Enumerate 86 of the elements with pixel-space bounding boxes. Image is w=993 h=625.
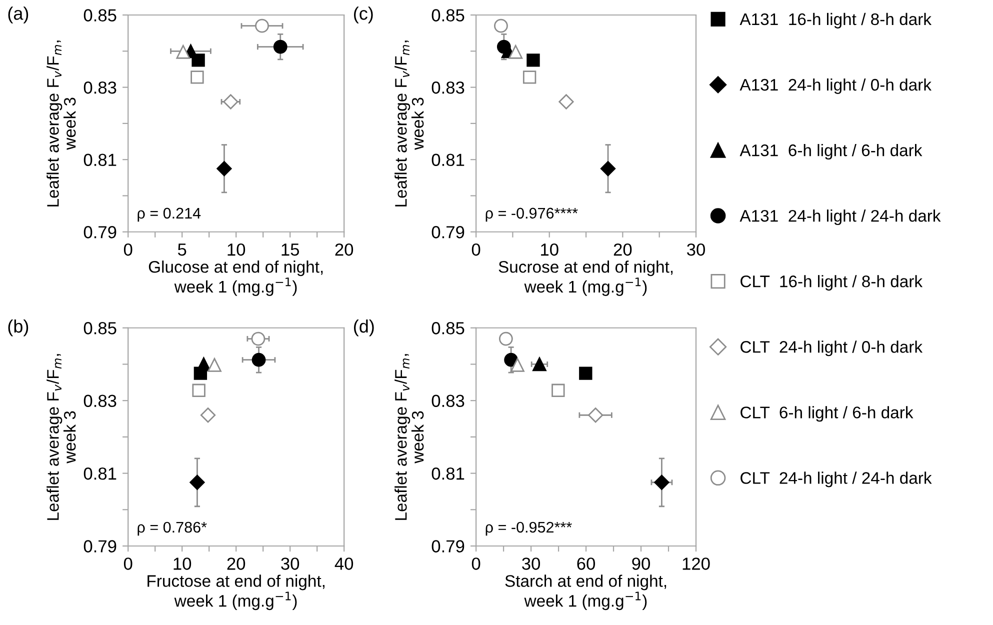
y-tick-label: 0.81: [432, 467, 464, 480]
y-tick-label: 0.85: [84, 9, 116, 22]
point: [190, 474, 205, 490]
legend-label: A131 16-h light / 8-h dark: [740, 12, 932, 28]
point: [532, 357, 546, 372]
legend-label: CLT 24-h light / 0-h dark: [740, 340, 923, 356]
x-tick-label: 0: [472, 558, 480, 570]
point: [508, 44, 523, 59]
x-tick-label: 10: [174, 558, 192, 570]
point: [251, 332, 266, 346]
x-tick-label: 20: [227, 558, 246, 570]
y-tick-label: 0.79: [84, 226, 116, 238]
legend-label: CLT 24-h light / 24-h dark: [740, 472, 932, 488]
x-tick-label: 30: [687, 243, 705, 256]
x-tick-label: 0: [472, 243, 480, 256]
point: [255, 18, 269, 33]
x-tick-label: 20: [335, 243, 354, 256]
point: [176, 44, 190, 59]
annotation: ρ = -0.952***: [486, 522, 572, 536]
point: [208, 358, 222, 372]
point: [654, 474, 670, 490]
y-tick-label: 0.83: [432, 394, 464, 408]
annotation: ρ = 0.786*: [138, 522, 207, 536]
point: [526, 54, 540, 67]
y-tick-label: 0.83: [84, 81, 116, 94]
legend-label: CLT 16-h light / 8-h dark: [740, 275, 923, 291]
legend-label: A131 6-h light / 6-h dark: [740, 144, 922, 160]
x-tick-label: 20: [614, 243, 632, 256]
point: [496, 40, 511, 54]
y-tick-label: 0.79: [432, 226, 464, 238]
legend-label: A131 24-h light / 24-h dark: [740, 210, 941, 226]
x-axis-title: Starch at end of night, week 1 (mg.g$^{−1}$): [505, 574, 666, 610]
point: [588, 408, 604, 423]
x-tick-label: 0: [124, 558, 132, 570]
x-tick-label: 5: [178, 244, 186, 256]
text: Leaflet average F$_{v}$/F$_{m}$, week 3: [394, 354, 424, 520]
x-tick-label: 40: [334, 558, 354, 570]
point: [510, 358, 524, 372]
text: Leaflet average F$_{v}$/F$_{m}$, week 3: [46, 40, 76, 206]
x-tick-label: 10: [541, 243, 558, 256]
annotation: ρ = 0.214: [138, 208, 201, 222]
y-tick-label: 0.81: [432, 154, 464, 166]
chart-title: (a): [8, 6, 28, 24]
y-tick-label: 0.85: [432, 322, 464, 334]
legend-label: CLT 6-h light / 6-h dark: [740, 406, 914, 422]
x-tick-label: 0: [124, 243, 132, 256]
point: [522, 70, 536, 84]
x-axis-title: Sucrose at end of night, week 1 (mg.g$^{−1}$): [498, 260, 673, 296]
y-tick-label: 0.85: [432, 9, 464, 22]
point: [192, 384, 206, 397]
point: [252, 352, 266, 367]
legend-label: A131 24-h light / 0-h dark: [740, 78, 932, 94]
chart-title: (b): [8, 319, 28, 336]
x-axis-title: Fructose at end of night, week 1 (mg.g$^{−1}$): [148, 574, 324, 610]
point: [223, 94, 238, 110]
point: [190, 70, 204, 84]
text: Leaflet average F$_{v}$/F$_{m}$, week 3: [46, 354, 76, 520]
x-axis-title: Glucose at end of night, week 1 (mg.g$^{−1}$): [148, 260, 323, 296]
y-tick-label: 0.81: [84, 467, 116, 480]
y-tick-label: 0.79: [84, 540, 116, 552]
y-tick-label: 0.85: [84, 322, 116, 334]
x-tick-label: 120: [682, 558, 710, 570]
point: [494, 18, 508, 33]
y-tick-label: 0.83: [84, 394, 116, 408]
annotation: ρ = -0.976****: [486, 208, 578, 222]
point: [558, 94, 574, 110]
x-tick-label: 30: [281, 558, 300, 570]
y-tick-label: 0.83: [432, 81, 464, 94]
chart-title: (d): [354, 319, 374, 336]
point: [200, 408, 216, 423]
x-tick-label: 10: [228, 243, 246, 256]
point: [600, 161, 616, 176]
x-tick-label: 60: [577, 558, 595, 570]
chart-title: (c): [354, 6, 373, 24]
x-tick-label: 90: [632, 558, 650, 570]
x-tick-label: 15: [282, 244, 300, 256]
point: [498, 332, 513, 346]
point: [552, 384, 565, 397]
point: [579, 366, 592, 380]
y-tick-label: 0.79: [432, 540, 464, 552]
point: [196, 357, 211, 372]
y-tick-label: 0.81: [84, 154, 116, 166]
point: [216, 161, 232, 176]
x-tick-label: 30: [522, 558, 540, 570]
point: [273, 40, 288, 54]
text: Leaflet average F$_{v}$/F$_{m}$, week 3: [394, 40, 424, 206]
